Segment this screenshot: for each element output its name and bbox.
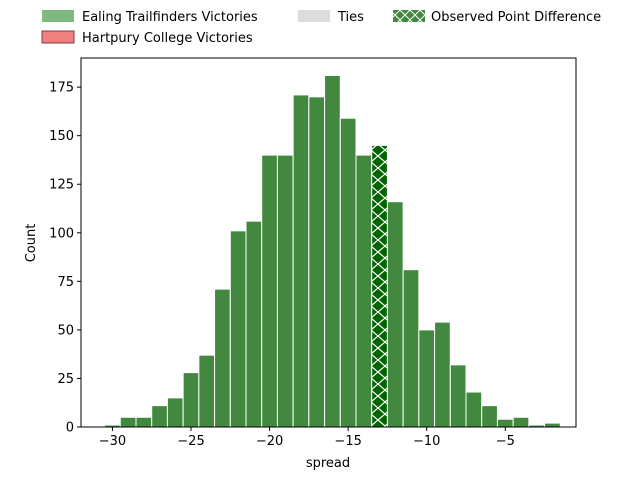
histogram-bar (512, 416, 530, 428)
legend-label-ties: Ties (337, 10, 364, 25)
histogram-bar (481, 405, 498, 428)
legend-label-hartpury: Hartpury College Victories (82, 31, 253, 46)
x-tick-label: −30 (99, 434, 126, 449)
legend-item-ealing-victories: Ealing Trailfinders Victories (42, 10, 258, 25)
histogram-bar (402, 269, 420, 428)
histogram-bar (119, 416, 137, 428)
histogram-bar (261, 154, 278, 428)
legend-label-ealing: Ealing Trailfinders Victories (82, 10, 258, 25)
y-tick-label: 50 (57, 323, 74, 338)
histogram-bar (339, 117, 357, 428)
histogram-bar (449, 364, 467, 428)
histogram-bar (355, 154, 373, 428)
histogram-bar (496, 418, 514, 428)
histogram-bar (386, 201, 404, 428)
histogram-bar (292, 94, 310, 428)
x-tick-label: −5 (496, 434, 515, 449)
histogram-bar (324, 74, 341, 428)
x-axis: −30 −25 −20 −15 −10 −5 (99, 427, 515, 449)
histogram-bar (418, 329, 436, 428)
y-axis-label: Count (24, 224, 39, 263)
bars-group (104, 74, 561, 428)
x-tick-label: −15 (334, 434, 361, 449)
plot-frame (80, 57, 577, 428)
histogram-bar (276, 154, 294, 428)
y-axis: 0 25 50 75 100 125 150 175 (49, 81, 81, 436)
histogram-bar (434, 321, 451, 428)
y-tick-label: 125 (49, 178, 74, 193)
y-tick-label: 100 (49, 226, 74, 241)
histogram-bar (245, 220, 263, 428)
y-tick-label: 0 (66, 421, 74, 436)
legend-swatch-ealing (42, 10, 74, 22)
x-tick-label: −25 (177, 434, 204, 449)
legend-swatch-ties (298, 10, 330, 22)
histogram-bar (229, 230, 247, 428)
histogram-bar (544, 422, 561, 428)
y-tick-label: 150 (49, 129, 74, 144)
x-axis-label: spread (306, 456, 350, 471)
y-tick-label: 25 (57, 372, 74, 387)
histogram-bar (182, 372, 200, 428)
histogram-bar (151, 405, 168, 428)
legend-item-ties: Ties (298, 10, 364, 25)
legend: Ealing Trailfinders Victories Ties Obser… (41, 10, 601, 46)
histogram-bar (198, 354, 216, 428)
legend-swatch-hartpury (41, 30, 75, 44)
observed-point-difference-bar (371, 144, 388, 428)
histogram-bar (214, 288, 231, 428)
y-tick-label: 75 (57, 275, 74, 290)
x-tick-label: −20 (256, 434, 283, 449)
legend-item-hartpury-victories: Hartpury College Victories (41, 30, 253, 46)
legend-label-observed: Observed Point Difference (431, 10, 601, 25)
x-tick-label: −10 (413, 434, 440, 449)
y-tick-label: 175 (49, 81, 74, 96)
histogram-bar (308, 96, 326, 428)
legend-item-observed: Observed Point Difference (393, 10, 601, 25)
histogram-bar (465, 391, 483, 428)
histogram-bar (135, 416, 153, 428)
histogram-bar (166, 397, 184, 428)
legend-swatch-observed (393, 10, 425, 22)
